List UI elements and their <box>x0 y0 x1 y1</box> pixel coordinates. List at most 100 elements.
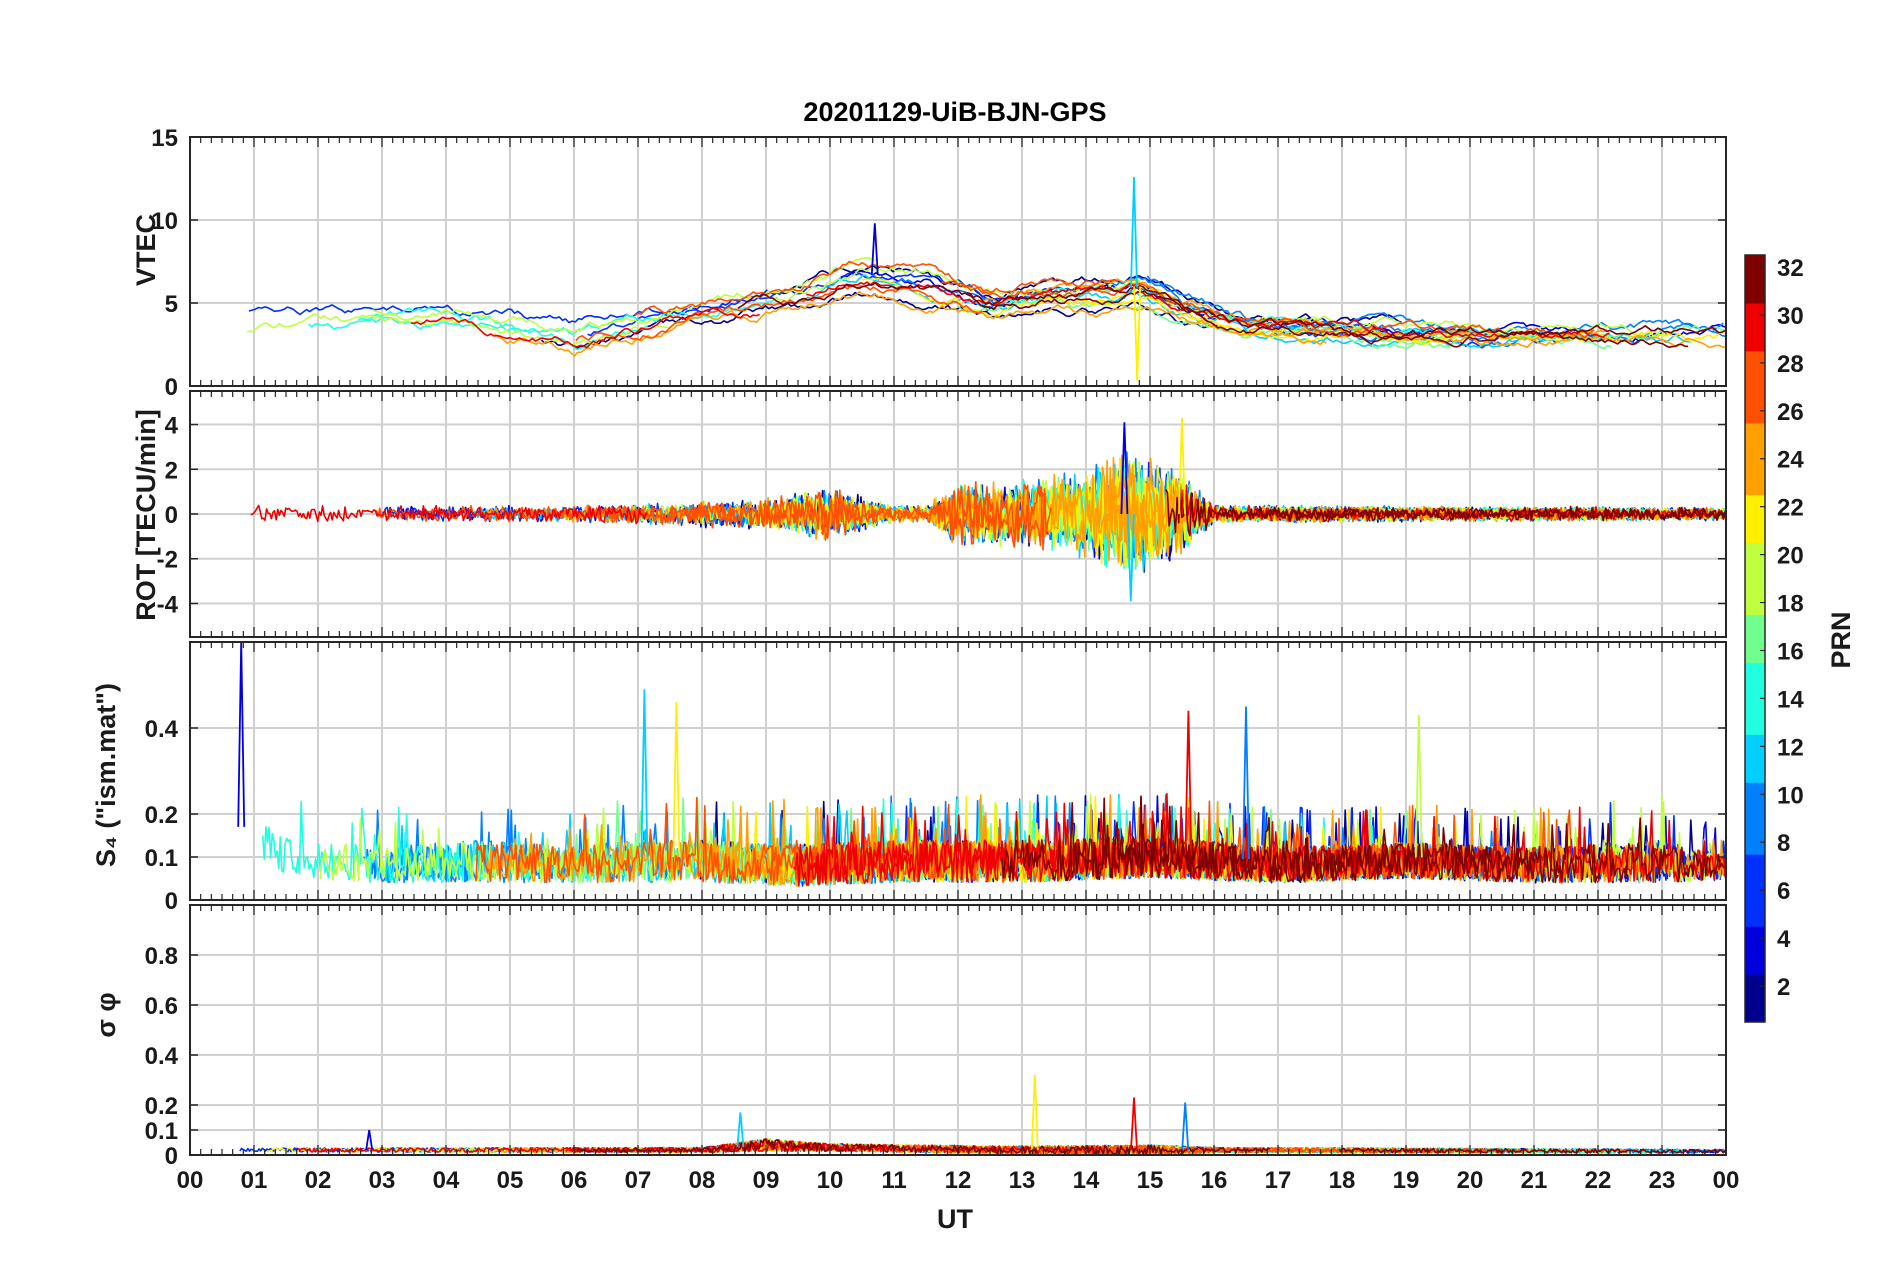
x-tick-label: 12 <box>945 1167 972 1194</box>
y-tick-label: 0 <box>165 502 178 529</box>
traces <box>247 176 1726 382</box>
y-tick-label: 10 <box>151 208 178 235</box>
x-tick-label: 16 <box>1201 1167 1228 1194</box>
colorbar-cell <box>1745 614 1765 639</box>
y-tick-label: -4 <box>157 591 179 618</box>
series-prn-23 <box>493 290 1327 357</box>
x-tick-label: 10 <box>817 1167 844 1194</box>
x-tick-label: 07 <box>625 1167 652 1194</box>
y-tick-label: 0.1 <box>145 1118 178 1145</box>
y-tick-labels: 0 0.1 0.2 0.4 <box>145 716 1726 915</box>
colorbar-tick-label: 22 <box>1777 495 1804 522</box>
colorbar-cell <box>1745 494 1765 520</box>
x-axis-label: UT <box>937 1204 973 1234</box>
colorbar-tick-label: 6 <box>1777 878 1790 905</box>
colorbar-cell <box>1745 374 1765 400</box>
x-tick-label: 11 <box>881 1167 906 1194</box>
x-tick-label: 05 <box>497 1167 524 1194</box>
colorbar-cell <box>1745 830 1765 855</box>
peak-trace <box>1184 710 1193 856</box>
colorbar-cell <box>1745 590 1765 616</box>
traces <box>250 417 1727 602</box>
colorbar-tick-label: 32 <box>1777 255 1804 282</box>
colorbar-tick-label: 14 <box>1777 686 1804 713</box>
x-tick-label: 01 <box>241 1167 268 1194</box>
peak-trace <box>1130 176 1138 288</box>
peak-trace <box>672 702 681 858</box>
peak-trace <box>1126 513 1135 602</box>
y-tick-label: 5 <box>165 291 178 318</box>
colorbar-cell <box>1745 302 1765 328</box>
x-tick-label: 03 <box>369 1167 396 1194</box>
grid <box>189 136 1727 387</box>
y-tick-label: 15 <box>151 125 178 152</box>
traces <box>239 1074 1726 1155</box>
peak-trace <box>1030 1074 1039 1151</box>
series-prn-32 <box>1066 795 1536 882</box>
colorbar-cell <box>1745 782 1765 807</box>
colorbar-tick-label: 4 <box>1777 926 1791 953</box>
series-prn-1 <box>540 291 1221 349</box>
colorbar-cell <box>1745 974 1765 999</box>
y-tick-label: 0.2 <box>145 802 178 829</box>
x-tick-label: 14 <box>1073 1167 1100 1194</box>
colorbar-cell <box>1745 686 1765 711</box>
series-prn-27 <box>575 283 983 342</box>
colorbar-tick-label: 8 <box>1777 830 1790 857</box>
colorbar-cell <box>1745 710 1765 735</box>
colorbar-tick-label: 18 <box>1777 591 1804 618</box>
colorbar-cell <box>1745 278 1765 304</box>
x-tick-label: 04 <box>433 1167 460 1194</box>
y-tick-labels: 0 5 10 15 <box>151 125 1726 401</box>
colorbar-cell <box>1745 854 1765 879</box>
series-prn-32 <box>1338 1147 1726 1154</box>
x-tick-label: 15 <box>1137 1167 1164 1194</box>
series-prn-30 <box>410 307 760 349</box>
peak-trace <box>1414 715 1423 858</box>
x-tick-label: 09 <box>753 1167 780 1194</box>
colorbar-cell <box>1745 902 1765 927</box>
y-tick-label: -2 <box>157 547 178 574</box>
x-tick-label: 02 <box>305 1167 332 1194</box>
colorbar-cell <box>1745 422 1765 448</box>
colorbar-tick-label: 10 <box>1777 782 1804 809</box>
y-tick-label: 0.4 <box>145 1043 179 1070</box>
y-tick-label: 0 <box>165 374 178 401</box>
colorbar-tick-label: 26 <box>1777 399 1804 426</box>
colorbar-tick-label: 28 <box>1777 351 1804 378</box>
grid <box>189 905 1727 1156</box>
x-tick-label: 18 <box>1329 1167 1356 1194</box>
x-tick-label: 23 <box>1649 1167 1676 1194</box>
series-prn-31 <box>966 285 1726 348</box>
colorbar-cell <box>1745 398 1765 424</box>
colorbar-cell <box>1745 878 1765 903</box>
colorbar-cell <box>1745 470 1765 496</box>
colorbar-cell <box>1745 998 1765 1023</box>
x-tick-labels: 00 01 02 03 04 05 06 07 08 09 10 11 12 13 14 15 16 17 18 19… <box>177 1167 1740 1194</box>
x-tick-label: 19 <box>1393 1167 1420 1194</box>
colorbar-cell <box>1745 734 1765 759</box>
series-prn-31 <box>576 1138 1271 1155</box>
colorbar-cell <box>1745 950 1765 975</box>
peak-trace <box>365 1129 374 1151</box>
x-tick-label: 00 <box>177 1167 204 1194</box>
y-tick-label: 0 <box>165 888 178 915</box>
series-prn-14 <box>358 296 778 336</box>
peak-trace <box>640 689 649 858</box>
peak-trace <box>237 641 246 827</box>
y-tick-label: 0.6 <box>145 993 178 1020</box>
colorbar-cell <box>1745 926 1765 951</box>
colorbar-cells <box>1745 255 1765 1023</box>
y-tick-label: 0.4 <box>145 716 179 743</box>
colorbar-tick-label: 12 <box>1777 734 1804 761</box>
colorbar-tick-label: 24 <box>1777 447 1804 474</box>
peak-trace <box>1130 1097 1138 1151</box>
y-axis-label: VTEC <box>131 214 161 286</box>
colorbar-tick-label: 2 <box>1777 974 1790 1001</box>
colorbar-cell <box>1745 518 1765 544</box>
y-axis-label: σ φ <box>91 992 121 1037</box>
traces <box>237 641 1727 887</box>
series-prn-32 <box>737 282 1689 349</box>
colorbar-cell <box>1745 662 1765 687</box>
